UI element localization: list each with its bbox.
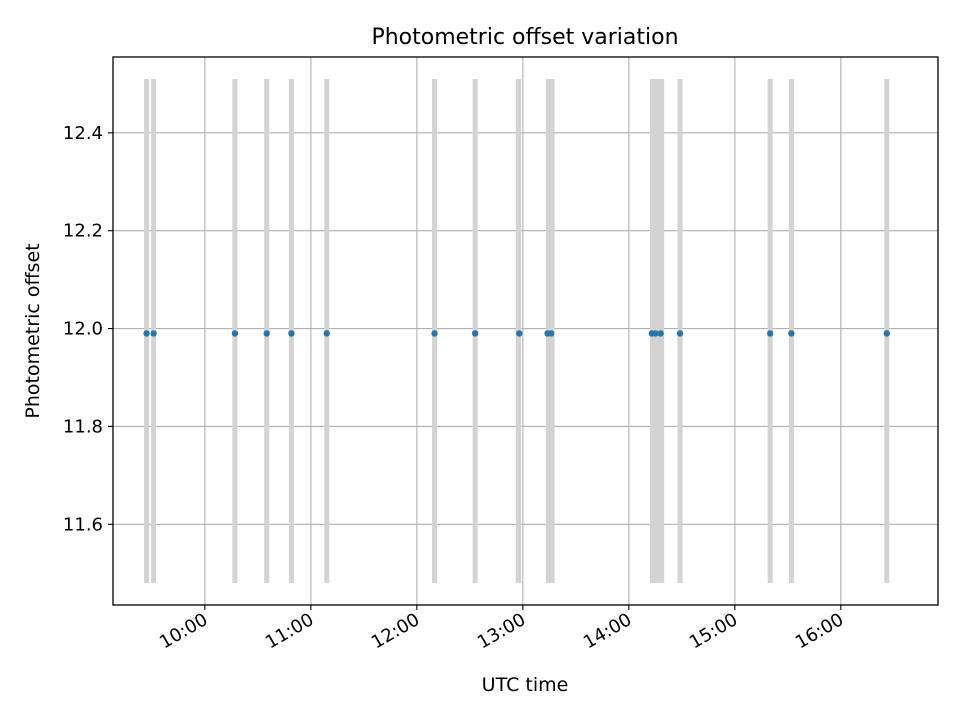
y-axis-ticks: 11.6 11.8 12.0 12.2 12.4: [63, 123, 113, 535]
x-axis-ticks: 10:00 11:00 12:00 13:00 14:00 15:00 16:00: [156, 605, 847, 653]
data-point: [263, 330, 270, 337]
exposure-bands: [144, 79, 890, 583]
data-point: [676, 330, 684, 337]
data-point: [231, 330, 239, 337]
data-point: [547, 330, 555, 337]
plot-frame: [112, 56, 939, 606]
x-tick-label: 12:00: [368, 609, 423, 653]
y-tick-label: 12.4: [63, 123, 103, 144]
x-tick-label: 11:00: [262, 609, 317, 653]
x-axis-label: UTC time: [482, 674, 569, 696]
data-points: [143, 330, 890, 337]
data-point: [471, 330, 479, 337]
y-tick-label: 12.2: [63, 221, 103, 242]
data-point: [657, 330, 664, 337]
x-tick-label: 16:00: [792, 609, 847, 653]
data-point: [431, 330, 438, 337]
x-tick-label: 15:00: [686, 609, 741, 653]
data-point: [788, 330, 795, 337]
data-point: [143, 330, 150, 337]
y-tick-label: 12.0: [63, 319, 103, 340]
y-tick-label: 11.8: [63, 416, 103, 437]
data-point: [652, 330, 659, 337]
data-point: [323, 330, 330, 337]
chart-title: Photometric offset variation: [371, 25, 678, 50]
data-point: [288, 330, 295, 337]
data-point: [516, 330, 523, 337]
data-point: [766, 330, 774, 337]
y-axis-label: Photometric offset: [22, 243, 44, 418]
grid-lines: [113, 57, 938, 605]
x-tick-label: 10:00: [156, 609, 211, 653]
x-tick-label: 14:00: [580, 609, 635, 653]
data-point: [883, 330, 890, 337]
x-tick-label: 13:00: [474, 609, 529, 653]
data-point: [150, 330, 157, 337]
y-tick-label: 11.6: [63, 514, 103, 535]
